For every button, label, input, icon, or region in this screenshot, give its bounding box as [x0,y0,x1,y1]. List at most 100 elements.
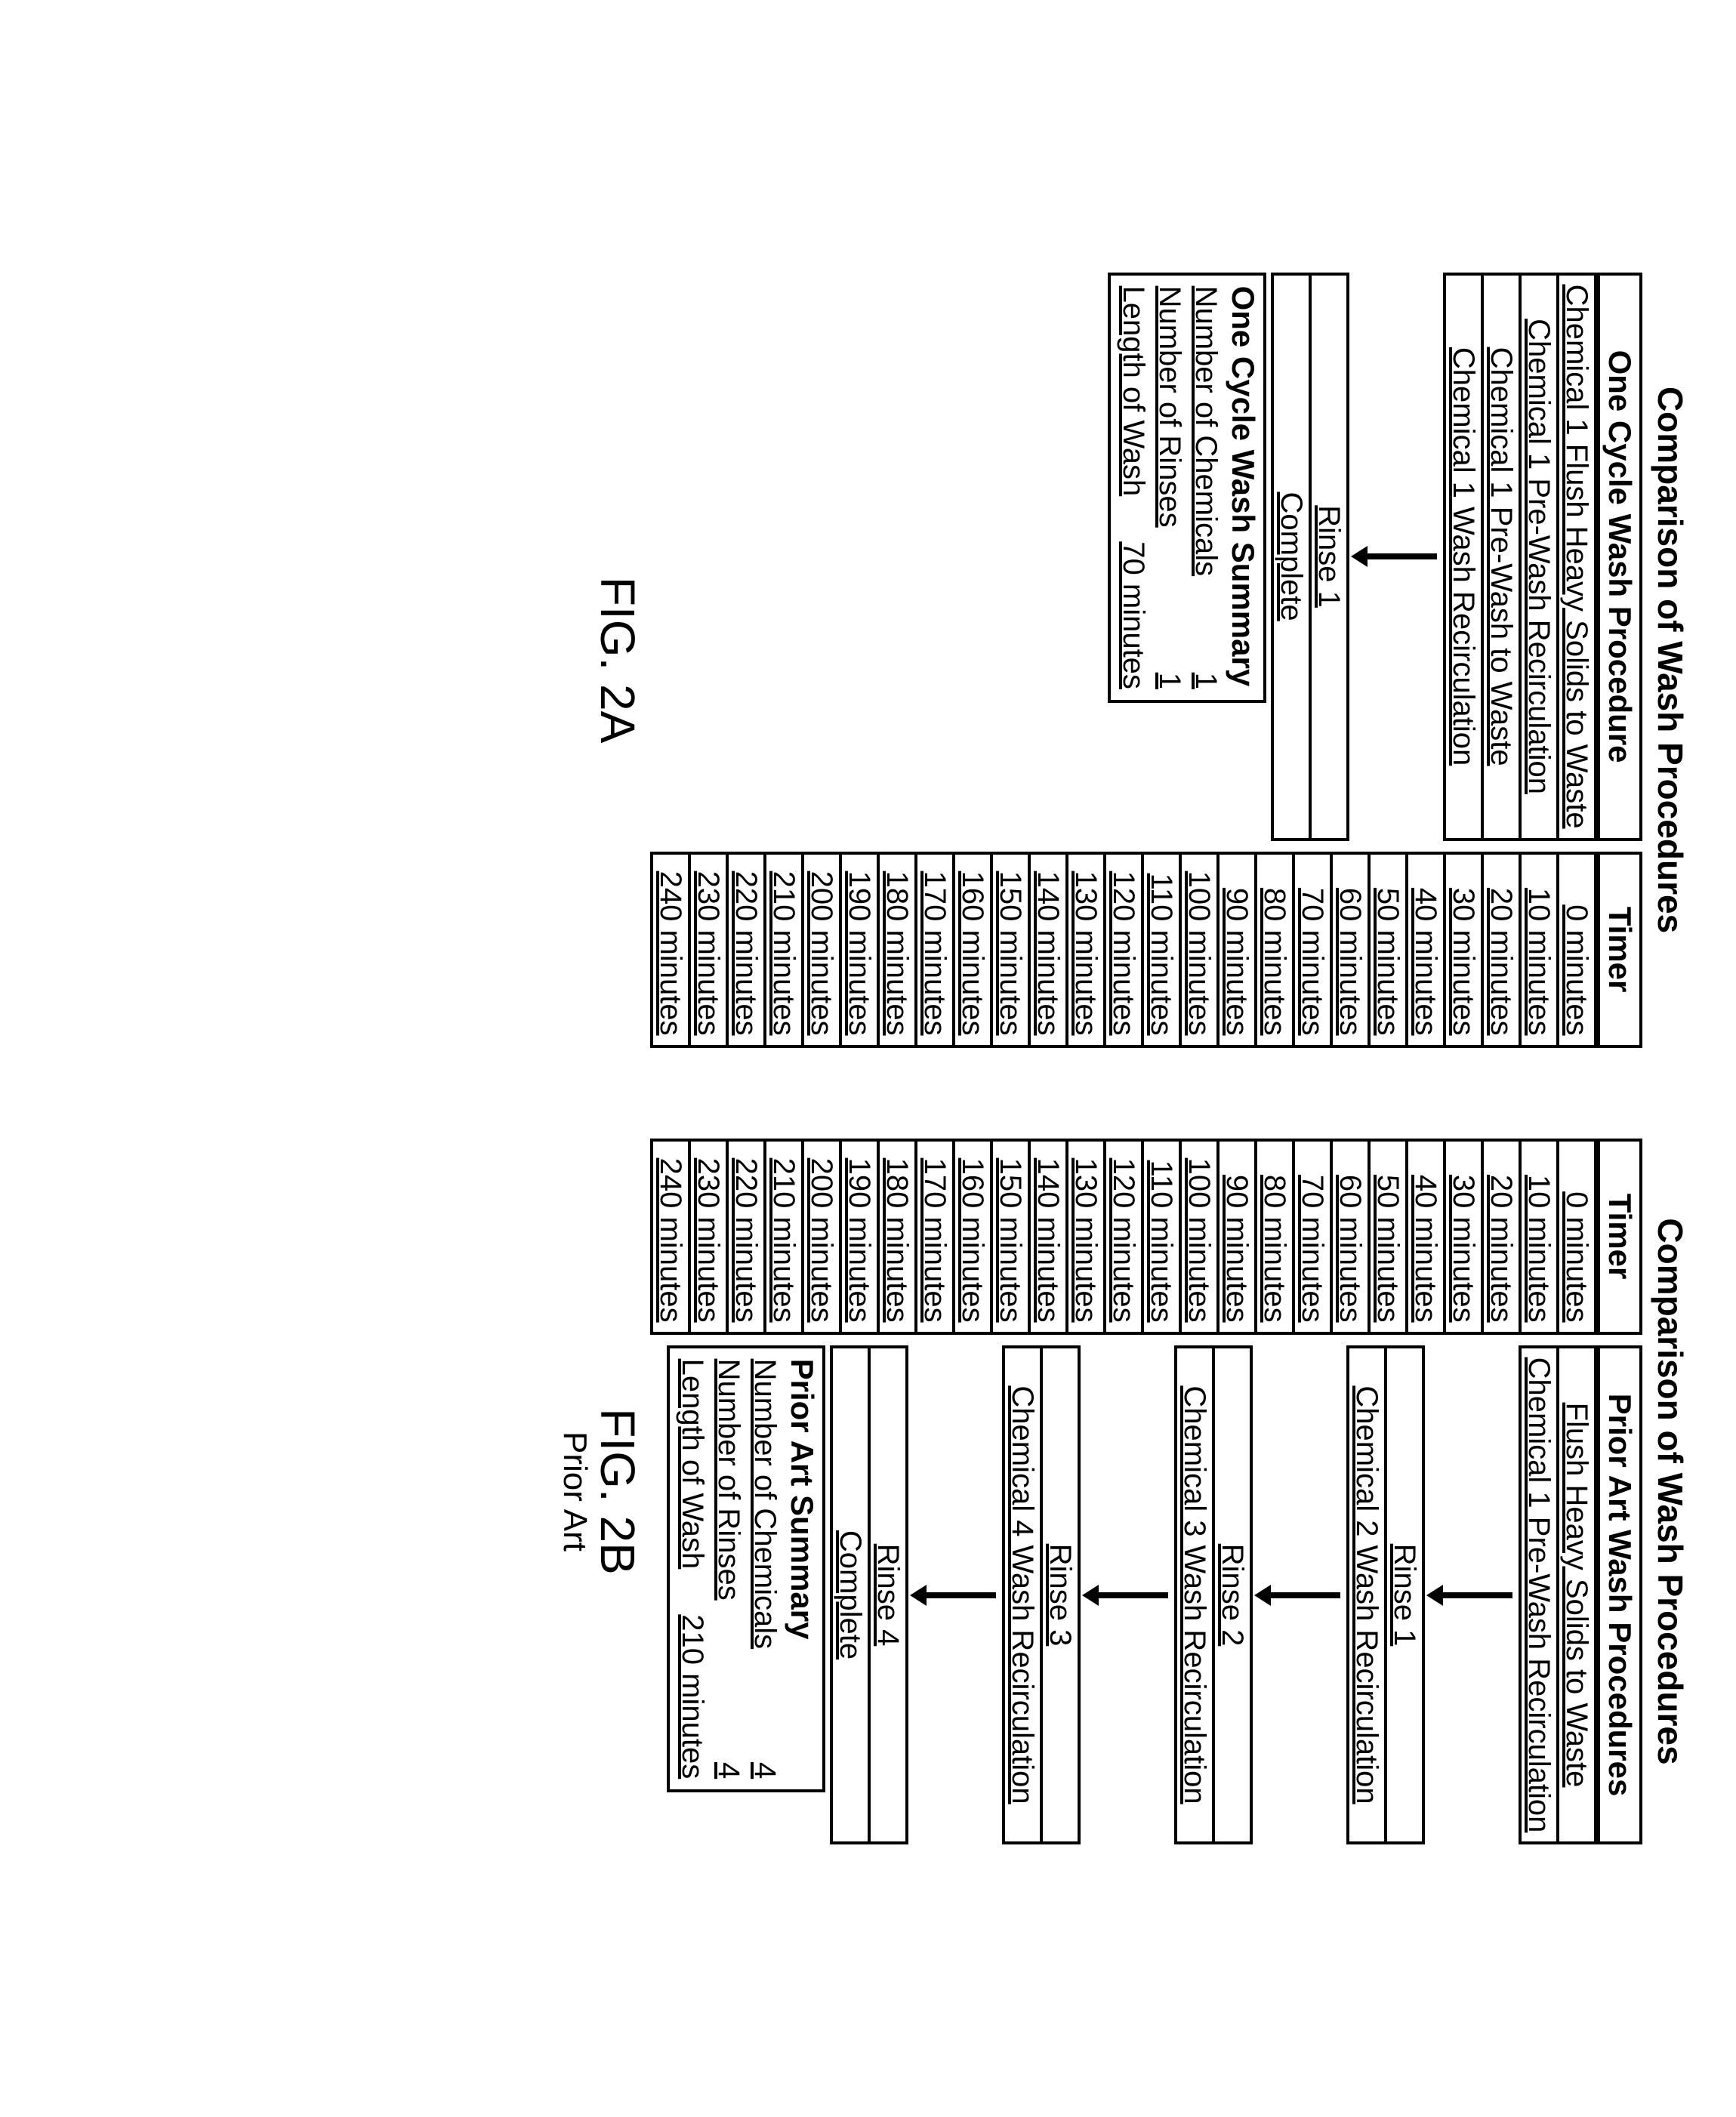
timer-cell: 190 minutes [839,1139,880,1335]
summary-label: Length of Wash [1115,286,1152,497]
timer-cell: 190 minutes [839,852,880,1048]
timer-cell: 60 minutes [1330,852,1371,1048]
procedure-cell: Complete [1271,273,1312,841]
right-pair: Timer 0 minutes10 minutes20 minutes30 mi… [650,1139,1642,1845]
procedure-cell: Rinse 1 [1384,1345,1425,1845]
procedure-cell: Complete [830,1345,871,1845]
timer-cell: 100 minutes [1179,1139,1220,1335]
summary-row: Number of Rinses4 [711,1359,747,1780]
procedure-cell: Rinse 3 [1040,1345,1081,1845]
summary-label: Number of Chemicals [747,1359,783,1650]
timer-cell: 180 minutes [877,852,917,1048]
summary-label: Length of Wash [674,1359,711,1570]
summary-row: Length of Wash 70 minutes [1115,286,1152,689]
timer-cell: 200 minutes [801,1139,842,1335]
timer-cell: 0 minutes [1556,1139,1597,1335]
timer-cell: 50 minutes [1368,1139,1408,1335]
timer-cell: 120 minutes [1103,852,1144,1048]
timer-cell: 240 minutes [650,852,691,1048]
procedure-cell: Chemical 1 Pre-Wash to Waste [1481,273,1522,841]
procedure-cell: Chemical 4 Wash Recirculation [1002,1345,1043,1845]
timer-cell: 160 minutes [952,1139,993,1335]
timer-cell: 210 minutes [763,852,804,1048]
right-timer-rows: 0 minutes10 minutes20 minutes30 minutes4… [650,1139,1594,1335]
procedure-cell: Rinse 1 [1309,273,1349,841]
procedure-cell: Chemical 1 Wash Recirculation [1443,273,1484,841]
left-timer-header: Timer [1597,852,1642,1048]
timer-cell: 40 minutes [1405,852,1446,1048]
procedure-cell: Chemical 3 Wash Recirculation [1174,1345,1215,1845]
arrow-down-icon [1346,273,1443,841]
summary-value: 4 [747,1762,783,1779]
left-fig-text: FIG. 2A [590,577,645,744]
left-title: Comparison of Wash Procedures [1650,387,1691,933]
timer-cell: 10 minutes [1519,1139,1559,1335]
timer-cell: 60 minutes [1330,1139,1371,1335]
timer-cell: 120 minutes [1103,1139,1144,1335]
procedure-cell: Rinse 2 [1212,1345,1253,1845]
summary-label: Number of Chemicals [1188,286,1224,577]
right-fig-text: FIG. 2B [590,1408,645,1575]
summary-value: 4 [711,1762,747,1779]
right-procedure-column: Prior Art Wash Procedures Flush Heavy So… [667,1345,1642,1845]
left-timer-rows: 0 minutes10 minutes20 minutes30 minutes4… [650,852,1594,1048]
timer-cell: 150 minutes [990,852,1031,1048]
summary-value: 70 minutes [1115,541,1152,689]
timer-cell: 160 minutes [952,852,993,1048]
timer-cell: 220 minutes [726,852,766,1048]
timer-cell: 20 minutes [1481,1139,1522,1335]
summary-row: Number of Chemicals 1 [1188,286,1224,689]
arrow-down-icon [1250,1345,1346,1845]
procedure-cell: Flush Heavy Solids to Waste [1556,1345,1597,1845]
timer-cell: 90 minutes [1216,852,1257,1048]
arrow-down-icon [1422,1345,1519,1845]
timer-cell: 80 minutes [1254,852,1295,1048]
summary-value: 1 [1152,673,1188,689]
left-figure-label: FIG. 2A [592,577,643,744]
timer-cell: 220 minutes [726,1139,766,1335]
summary-value: 1 [1188,673,1224,689]
timer-cell: 40 minutes [1405,1139,1446,1335]
timer-cell: 100 minutes [1179,852,1220,1048]
timer-cell: 20 minutes [1481,852,1522,1048]
right-panel: Comparison of Wash Procedures Timer 0 mi… [557,1139,1691,1845]
procedure-cell: Chemical 1 Pre-Wash Recirculation [1519,273,1559,841]
timer-cell: 10 minutes [1519,852,1559,1048]
right-proc-header: Prior Art Wash Procedures [1597,1345,1642,1845]
summary-row: Length of Wash 210 minutes [674,1359,711,1780]
two-column-layout: Comparison of Wash Procedures One Cycle … [557,30,1691,2087]
timer-cell: 80 minutes [1254,1139,1295,1335]
timer-cell: 210 minutes [763,1139,804,1335]
timer-cell: 0 minutes [1556,852,1597,1048]
right-summary-box: Prior Art SummaryNumber of Chemicals 4Num… [667,1345,825,1793]
timer-cell: 170 minutes [914,852,955,1048]
left-proc-blocks: Chemical 1 Flush Heavy Solids to WasteCh… [1271,273,1594,841]
timer-cell: 50 minutes [1368,852,1408,1048]
timer-cell: 180 minutes [877,1139,917,1335]
right-proc-blocks: Flush Heavy Solids to WasteChemical 1 Pr… [830,1345,1594,1845]
right-title: Comparison of Wash Procedures [1650,1218,1691,1764]
timer-cell: 130 minutes [1065,852,1106,1048]
timer-cell: 230 minutes [688,852,729,1048]
left-summary-box: One Cycle Wash SummaryNumber of Chemical… [1108,273,1266,703]
timer-cell: 140 minutes [1028,852,1068,1048]
left-timer-column: Timer 0 minutes10 minutes20 minutes30 mi… [650,852,1642,1048]
timer-cell: 200 minutes [801,852,842,1048]
summary-title: One Cycle Wash Summary [1224,286,1262,689]
left-pair: One Cycle Wash Procedure Chemical 1 Flus… [650,273,1642,1048]
timer-cell: 130 minutes [1065,1139,1106,1335]
arrow-down-icon [1078,1345,1174,1845]
arrow-down-icon [905,1345,1002,1845]
timer-cell: 240 minutes [650,1139,691,1335]
right-figure-label: FIG. 2B Prior Art [557,1408,643,1575]
summary-label: Number of Rinses [1152,286,1188,528]
summary-value: 210 minutes [674,1614,711,1779]
timer-cell: 110 minutes [1141,852,1182,1048]
procedure-cell: Chemical 1 Pre-Wash Recirculation [1519,1345,1559,1845]
summary-title: Prior Art Summary [783,1359,821,1780]
timer-cell: 140 minutes [1028,1139,1068,1335]
right-timer-column: Timer 0 minutes10 minutes20 minutes30 mi… [650,1139,1642,1335]
right-fig-sub: Prior Art [557,1408,592,1575]
timer-cell: 70 minutes [1292,1139,1333,1335]
timer-cell: 150 minutes [990,1139,1031,1335]
